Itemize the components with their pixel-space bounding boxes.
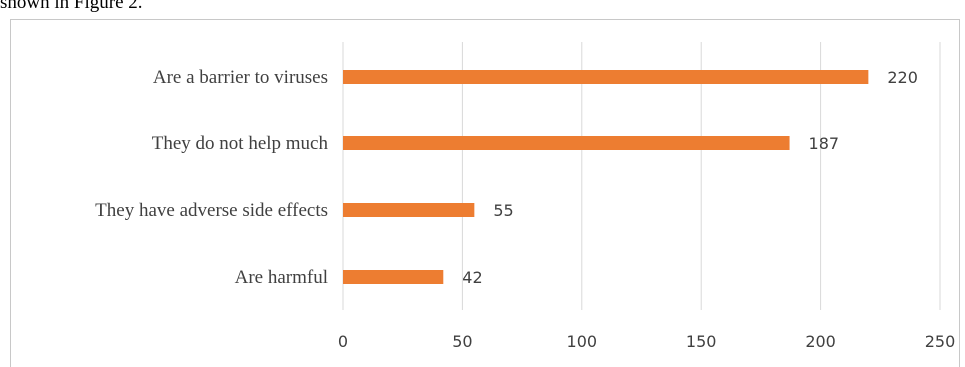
bar-1: [343, 136, 790, 150]
x-tick-label: 150: [686, 332, 717, 351]
category-label: They have adverse side effects: [95, 200, 328, 221]
labels: 0 50 100 150 200 250 Are a barrier to viruses 2…: [95, 67, 955, 351]
x-tick-label: 250: [925, 332, 956, 351]
bar-0: [343, 70, 869, 84]
x-tick-label: 200: [805, 332, 836, 351]
category-label: Are a barrier to viruses: [153, 67, 328, 88]
x-tick-label: 0: [338, 332, 348, 351]
data-label: 220: [887, 68, 918, 87]
category-label: Are harmful: [235, 267, 328, 288]
data-label: 187: [809, 134, 840, 153]
x-tick-label: 100: [567, 332, 598, 351]
bars: [343, 70, 869, 284]
bar-3: [343, 270, 444, 284]
category-label: They do not help much: [152, 133, 329, 154]
chart-frame: [10, 19, 960, 367]
gridlines: [342, 42, 941, 310]
figure-reference-text: shown in Figure 2.: [0, 0, 143, 13]
x-tick-label: 50: [452, 332, 472, 351]
data-label: 42: [462, 268, 482, 287]
bar-2: [343, 203, 475, 217]
data-label: 55: [493, 201, 513, 220]
